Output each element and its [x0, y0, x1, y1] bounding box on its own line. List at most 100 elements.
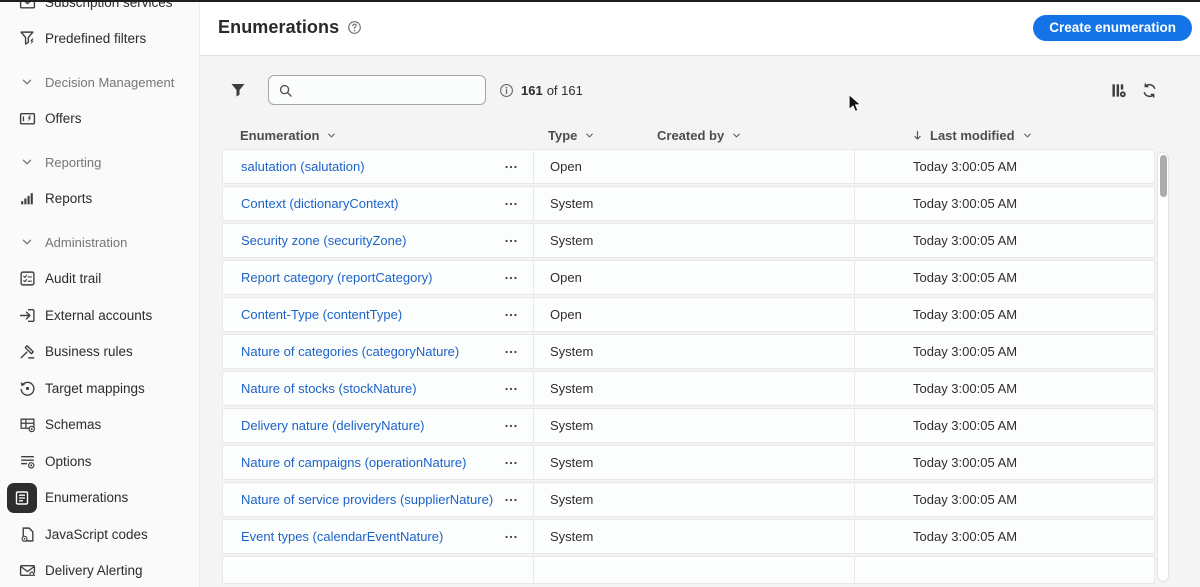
sidebar-item-label: Predefined filters: [45, 31, 147, 47]
sidebar-item-audit-trail[interactable]: Audit trail: [0, 261, 199, 298]
sidebar-item-offers[interactable]: Offers: [0, 101, 199, 138]
search-icon: [278, 83, 293, 98]
sidebar-item-label: Decision Management: [45, 74, 175, 90]
sidebar-item-label: Enumerations: [45, 490, 129, 506]
cell-type: System: [533, 520, 641, 553]
enumeration-link[interactable]: Event types (calendarEventNature): [241, 529, 444, 544]
more-options-button[interactable]: [503, 455, 519, 471]
sidebar-item-javascript-codes[interactable]: JavaScript codes: [0, 516, 199, 553]
more-options-button[interactable]: [503, 344, 519, 360]
cell-enumeration: Nature of campaigns (operationNature): [223, 446, 533, 479]
enumeration-link[interactable]: Delivery nature (deliveryNature): [241, 418, 425, 433]
more-options-button[interactable]: [503, 196, 519, 212]
table-row[interactable]: Nature of stocks (stockNature) System Toda…: [222, 371, 1155, 406]
sidebar-section-decision-management[interactable]: Decision Management: [0, 64, 199, 101]
sidebar-item-options[interactable]: Options: [0, 443, 199, 480]
table-row[interactable]: Nature of campaigns (operationNature) Sys…: [222, 445, 1155, 480]
table-row-partial[interactable]: [222, 556, 1155, 584]
sidebar-item-predefined-filters[interactable]: Predefined filters: [0, 21, 199, 58]
sidebar-item-external-accounts[interactable]: External accounts: [0, 297, 199, 334]
sidebar-item-enumerations[interactable]: Enumerations: [0, 480, 199, 517]
sidebar-item-label: Offers: [45, 111, 82, 127]
sidebar-section-reporting[interactable]: Reporting: [0, 144, 199, 181]
cell-type: Open: [533, 150, 641, 183]
sidebar-item-reports[interactable]: Reports: [0, 181, 199, 218]
column-settings-icon[interactable]: [1110, 82, 1127, 99]
cell-type: [533, 557, 641, 583]
table-row[interactable]: Event types (calendarEventNature) System T…: [222, 519, 1155, 554]
subscription-services-icon: [18, 0, 36, 11]
search-input[interactable]: [299, 81, 476, 99]
external-accounts-icon: [18, 306, 36, 324]
filter-icon[interactable]: [230, 82, 246, 98]
table-header-row: Enumeration Type Created by Last modified: [222, 122, 1155, 149]
chevron-down-icon: [1022, 130, 1033, 141]
window-top-border: [0, 0, 1200, 2]
cell-enumeration: Context (dictionaryContext): [223, 187, 533, 220]
cell-last-modified: Today 3:00:05 AM: [854, 409, 1156, 442]
sidebar-item-label: Options: [45, 453, 92, 469]
more-options-button[interactable]: [503, 270, 519, 286]
table-row[interactable]: salutation (salutation) Open Today 3:00:05…: [222, 149, 1155, 184]
sidebar-item-label: Administration: [45, 234, 128, 250]
more-options-button[interactable]: [503, 159, 519, 175]
table-row[interactable]: Context (dictionaryContext) System Today 3…: [222, 186, 1155, 221]
sidebar-item-delivery-alerting[interactable]: Delivery Alerting: [0, 553, 199, 587]
table-row[interactable]: Security zone (securityZone) System Today …: [222, 223, 1155, 258]
more-options-button[interactable]: [503, 307, 519, 323]
enumeration-link[interactable]: Report category (reportCategory): [241, 270, 433, 285]
chevron-down-icon: [584, 130, 595, 141]
sidebar-item-schemas[interactable]: Schemas: [0, 407, 199, 444]
sort-down-arrow-icon: [911, 129, 924, 142]
enumeration-link[interactable]: Nature of stocks (stockNature): [241, 381, 417, 396]
enumeration-link[interactable]: Content-Type (contentType): [241, 307, 403, 322]
cell-created-by: [641, 335, 854, 368]
chevron-down-icon: [18, 153, 36, 171]
table-row[interactable]: Report category (reportCategory) Open Toda…: [222, 260, 1155, 295]
vertical-scrollbar[interactable]: [1157, 152, 1169, 582]
column-header-enumeration[interactable]: Enumeration: [222, 128, 532, 143]
column-header-type[interactable]: Type: [532, 128, 640, 143]
table-row[interactable]: Nature of service providers (supplierNat…: [222, 482, 1155, 517]
more-options-button[interactable]: [503, 233, 519, 249]
column-header-created-by[interactable]: Created by: [640, 128, 853, 143]
info-icon[interactable]: [499, 83, 514, 98]
cell-type: System: [533, 335, 641, 368]
help-icon[interactable]: [347, 20, 362, 35]
more-options-button[interactable]: [503, 381, 519, 397]
more-options-button[interactable]: [503, 492, 519, 508]
sidebar-item-label: Business rules: [45, 344, 133, 360]
table-body: salutation (salutation) Open Today 3:00:05…: [222, 149, 1155, 584]
refresh-icon[interactable]: [1141, 82, 1158, 99]
more-options-button[interactable]: [503, 418, 519, 434]
sidebar-item-subscription-services[interactable]: Subscription services: [0, 0, 199, 21]
cell-enumeration: Content-Type (contentType): [223, 298, 533, 331]
sidebar-item-target-mappings[interactable]: Target mappings: [0, 370, 199, 407]
table-row[interactable]: Nature of categories (categoryNature) Sys…: [222, 334, 1155, 369]
sidebar-item-label: JavaScript codes: [45, 526, 148, 542]
content-area: 161 of 161 Enumeration Type Created by Last…: [200, 56, 1200, 587]
predefined-filters-icon: [18, 30, 36, 48]
create-enumeration-button[interactable]: Create enumeration: [1033, 14, 1192, 41]
cell-created-by: [641, 557, 854, 583]
sidebar-section-administration[interactable]: Administration: [0, 224, 199, 261]
search-box[interactable]: [268, 75, 486, 105]
main-panel: Enumerations Create enumeration 161 of 1…: [200, 0, 1200, 587]
enumeration-link[interactable]: Nature of categories (categoryNature): [241, 344, 460, 359]
table-row[interactable]: Content-Type (contentType) Open Today 3:00…: [222, 297, 1155, 332]
column-label: Created by: [657, 128, 725, 143]
enumerations-icon: [13, 489, 31, 507]
enumeration-link[interactable]: Context (dictionaryContext): [241, 196, 399, 211]
enumeration-link[interactable]: salutation (salutation): [241, 159, 365, 174]
cell-type: System: [533, 187, 641, 220]
offers-icon: [18, 110, 36, 128]
table-row[interactable]: Delivery nature (deliveryNature) System To…: [222, 408, 1155, 443]
enumeration-link[interactable]: Security zone (securityZone): [241, 233, 407, 248]
cell-enumeration: Security zone (securityZone): [223, 224, 533, 257]
more-options-button[interactable]: [503, 529, 519, 545]
scrollbar-thumb[interactable]: [1159, 155, 1167, 197]
sidebar-item-business-rules[interactable]: Business rules: [0, 334, 199, 371]
column-header-last-modified[interactable]: Last modified: [853, 128, 1155, 143]
enumeration-link[interactable]: Nature of campaigns (operationNature): [241, 455, 467, 470]
enumeration-link[interactable]: Nature of service providers (supplierNat…: [241, 492, 494, 507]
